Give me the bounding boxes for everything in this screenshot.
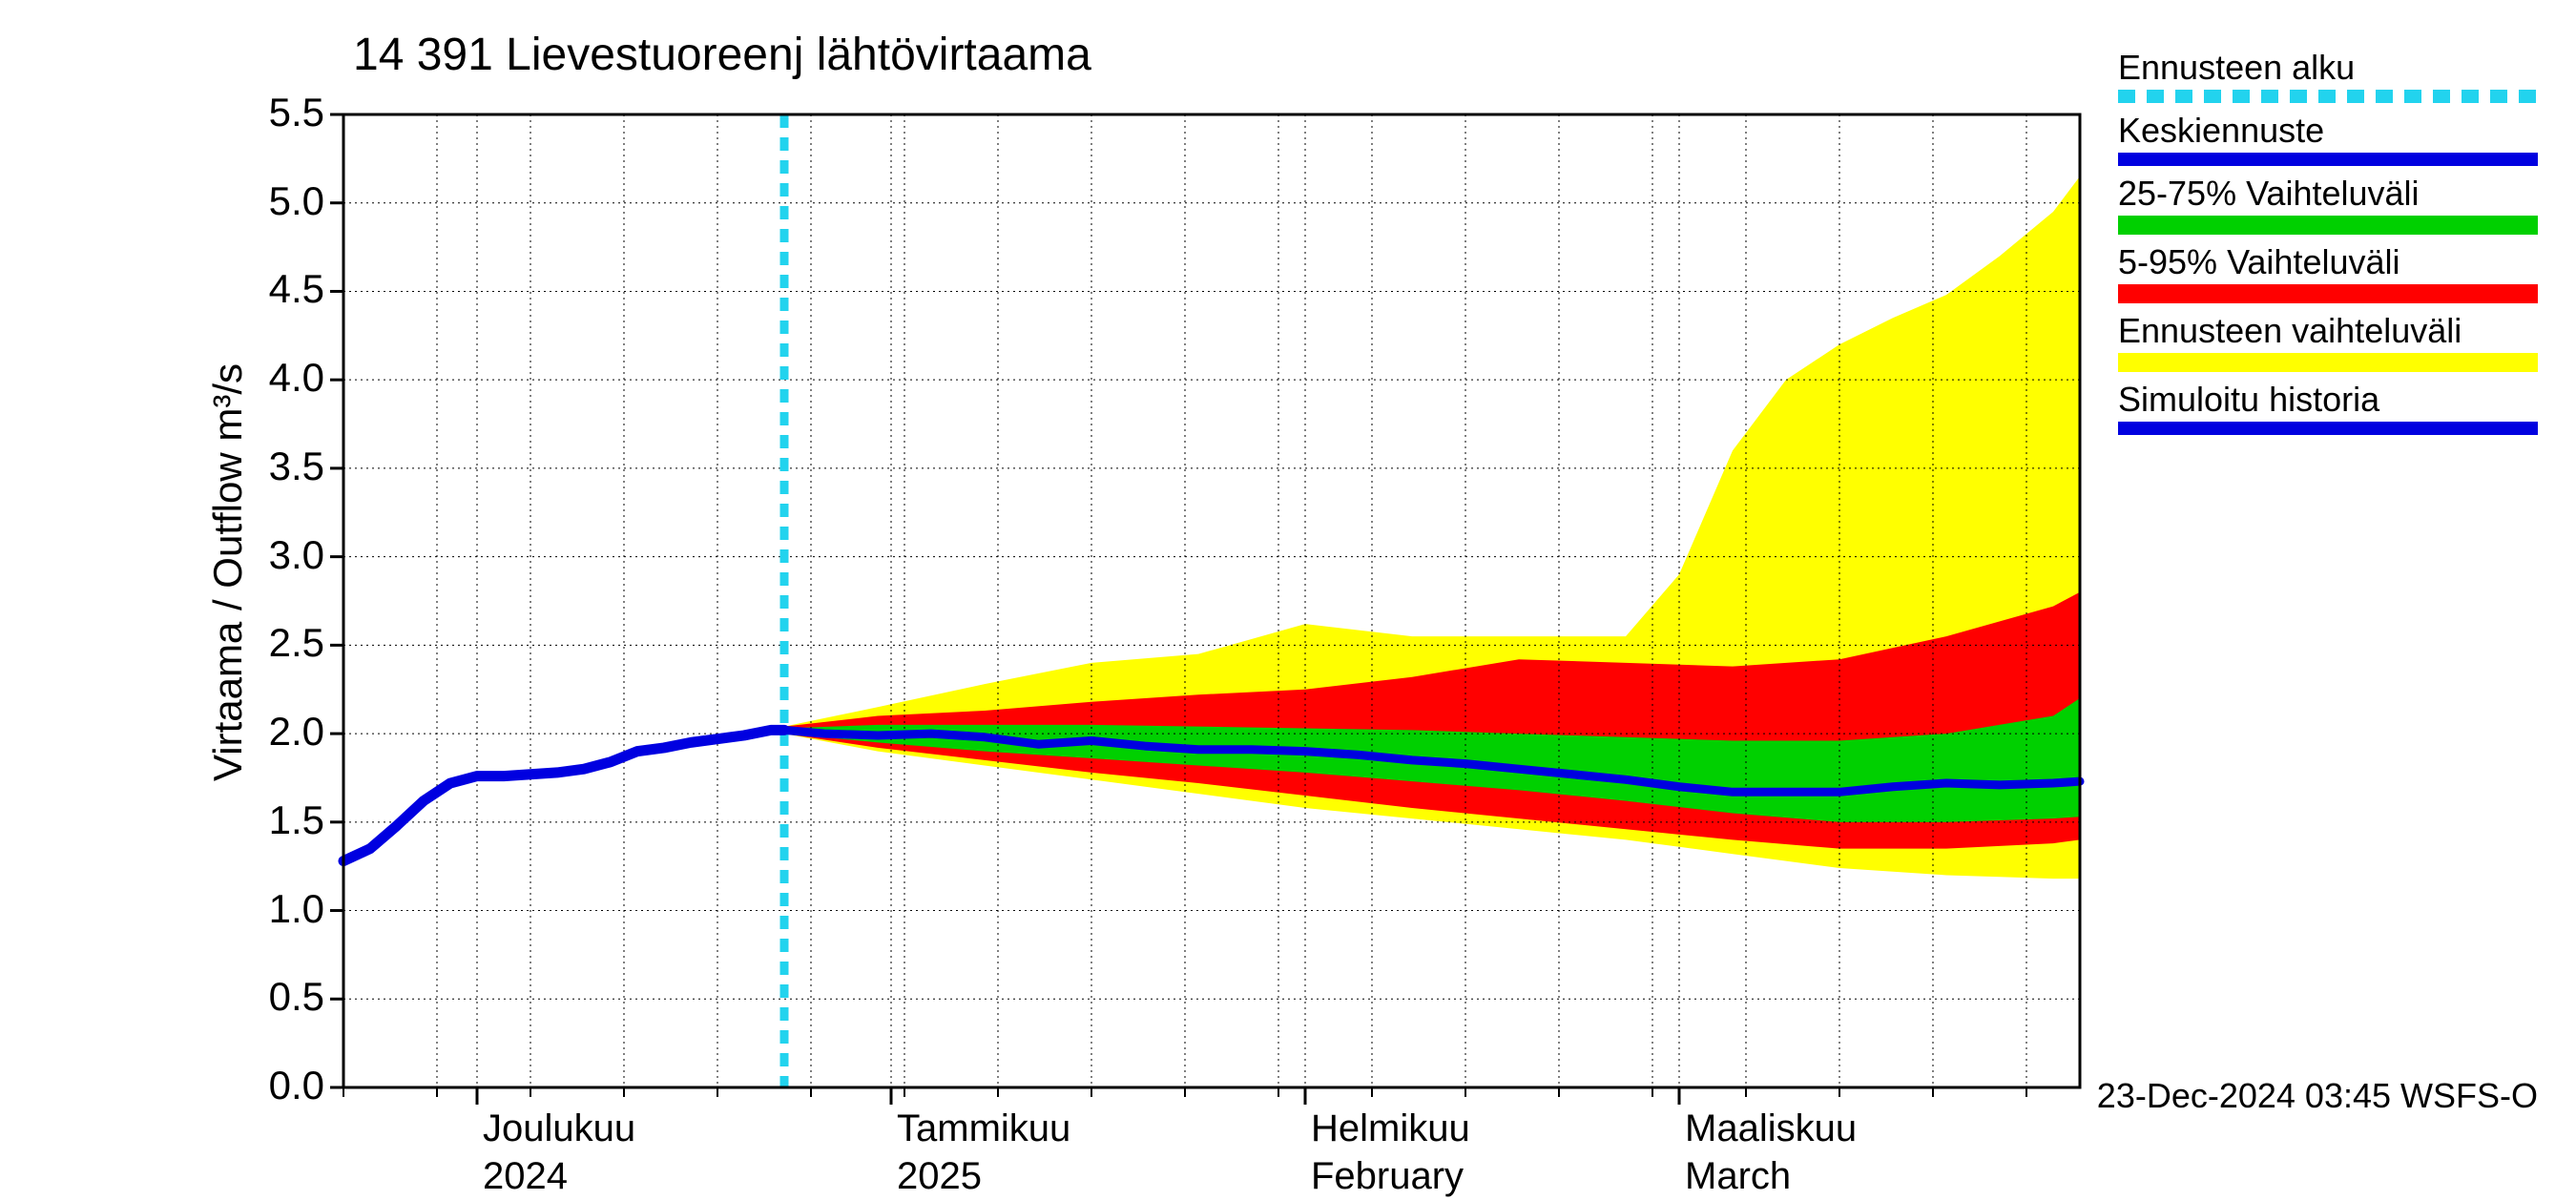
legend-swatch	[2118, 422, 2538, 435]
x-tick-line1: Joulukuu	[483, 1107, 635, 1149]
x-tick-label: Joulukuu 2024	[483, 1105, 635, 1200]
y-tick-label: 4.5	[239, 266, 324, 312]
legend-label: 25-75% Vaihteluväli	[2118, 174, 2538, 214]
y-tick-label: 5.0	[239, 178, 324, 224]
legend-label: Ennusteen vaihteluväli	[2118, 311, 2538, 351]
legend-swatch	[2118, 90, 2538, 103]
x-tick-line2: 2024	[483, 1155, 568, 1197]
x-tick-label: Tammikuu 2025	[897, 1105, 1070, 1200]
y-tick-label: 1.0	[239, 886, 324, 932]
legend-label: Ennusteen alku	[2118, 48, 2538, 88]
legend-swatch	[2118, 216, 2538, 235]
legend: Ennusteen alku Keskiennuste 25-75% Vaihtel…	[2118, 48, 2538, 443]
legend-label: 5-95% Vaihteluväli	[2118, 242, 2538, 282]
legend-swatch	[2118, 284, 2538, 303]
chart-container: Virtaama / Outflow m³/s 14 391 Lievestuo…	[0, 0, 2576, 1145]
y-tick-label: 4.0	[239, 355, 324, 401]
series-line	[343, 730, 784, 860]
legend-item: Ennusteen vaihteluväli	[2118, 311, 2538, 372]
legend-swatch	[2118, 153, 2538, 166]
y-tick-label: 0.5	[239, 974, 324, 1020]
y-tick-label: 1.5	[239, 797, 324, 843]
x-tick-label: Maaliskuu March	[1685, 1105, 1857, 1200]
y-tick-label: 2.5	[239, 620, 324, 666]
x-tick-line1: Helmikuu	[1311, 1107, 1470, 1149]
legend-swatch	[2118, 353, 2538, 372]
x-tick-line2: 2025	[897, 1155, 982, 1197]
legend-item: 25-75% Vaihteluväli	[2118, 174, 2538, 235]
y-tick-label: 3.5	[239, 444, 324, 489]
y-tick-label: 5.5	[239, 90, 324, 135]
legend-label: Simuloitu historia	[2118, 380, 2538, 420]
y-tick-label: 2.0	[239, 709, 324, 755]
x-tick-label: Helmikuu February	[1311, 1105, 1470, 1200]
legend-item: 5-95% Vaihteluväli	[2118, 242, 2538, 303]
footer-timestamp: 23-Dec-2024 03:45 WSFS-O	[2097, 1076, 2538, 1116]
y-tick-label: 0.0	[239, 1063, 324, 1108]
legend-item: Simuloitu historia	[2118, 380, 2538, 435]
legend-label: Keskiennuste	[2118, 111, 2538, 151]
x-tick-line1: Tammikuu	[897, 1107, 1070, 1149]
x-tick-line1: Maaliskuu	[1685, 1107, 1857, 1149]
legend-item: Keskiennuste	[2118, 111, 2538, 166]
x-tick-line2: February	[1311, 1155, 1464, 1197]
x-tick-line2: March	[1685, 1155, 1791, 1197]
legend-item: Ennusteen alku	[2118, 48, 2538, 103]
y-tick-label: 3.0	[239, 532, 324, 578]
